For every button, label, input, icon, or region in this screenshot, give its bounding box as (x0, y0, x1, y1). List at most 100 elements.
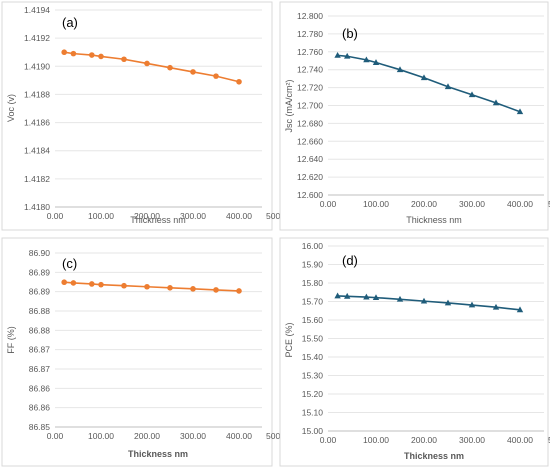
panel-a-x-tick-label: 400.00 (226, 211, 252, 221)
panel-b-x-axis-title: Thickness nm (406, 215, 462, 225)
panel-c-y-tick-label: 86.86 (29, 403, 51, 413)
panel-b-data-point (344, 52, 351, 59)
panel-a-tag: (a) (62, 15, 78, 30)
panel-c-data-point (236, 288, 242, 294)
panel-a-data-point (89, 52, 95, 58)
panel-a-y-axis-title: Voc (v) (6, 94, 16, 122)
panel-a-data-point (121, 56, 127, 63)
panel-d-y-gridlines (328, 245, 544, 413)
panel-c-y-tick-label: 86.88 (29, 325, 51, 335)
panel-d-data-point (516, 306, 524, 313)
panel-d-y-axis-title: PCE (%) (284, 322, 294, 357)
panel-d-data-point (372, 294, 380, 301)
panel-a-x-tick-label: 500.00 (266, 211, 292, 221)
panel-d-data-point (396, 295, 404, 302)
panel-c-x-axis-title: Thickness nm (128, 449, 188, 459)
panel-d-x-tick-label: 100.00 (363, 435, 389, 445)
panel-c-x-tick-label: 200.00 (134, 431, 160, 441)
panel-c-data-point (213, 287, 219, 293)
panel-b-x-tick-label: 0.00 (320, 199, 337, 209)
panel-a-data-point (213, 73, 219, 79)
panel-b-data-point (334, 51, 341, 58)
panel-b-y-axis-title: Jsc (mA/cm²) (284, 80, 294, 133)
panel-b-series (334, 51, 524, 115)
panel-a-y-tick-label: 1.4194 (24, 5, 50, 15)
panel-c-data-point (121, 282, 127, 289)
panel-d-x-tick-label: 500.00 (548, 435, 550, 445)
panel-c-y-tick-label: 86.90 (29, 248, 51, 258)
panel-b-tag: (b) (342, 26, 358, 41)
panel-d-data-point (344, 292, 351, 299)
panel-d-y-tick-label: 15.50 (302, 334, 324, 344)
panel-c-data-point (98, 281, 104, 288)
panel-d-data-point (420, 297, 428, 304)
panel-d-y-tick-label: 15.60 (302, 315, 324, 325)
panel-d-x-tick-labels: 0.00 100.00 200.00 300.00 400.00 500.00 (320, 435, 550, 445)
panel-d-tag: (d) (342, 253, 358, 268)
panel-d-y-tick-label: 15.40 (302, 352, 324, 362)
panel-d-x-tick-label: 400.00 (507, 435, 533, 445)
panel-a-data-point (190, 69, 196, 75)
panel-b-y-tick-label: 12.680 (297, 118, 323, 128)
panel-a-data-point (61, 49, 67, 56)
panel-a-x-axis-title: Thickness nm (130, 215, 186, 225)
panel-c-data-point (61, 279, 67, 286)
panel-b-x-tick-label: 400.00 (507, 199, 533, 209)
panel-d-y-tick-labels: 15.00 15.10 15.20 15.30 15.40 15.50 15.60 15.70… (302, 241, 324, 436)
panel-b-y-tick-label: 12.600 (297, 190, 323, 200)
panel-b-y-tick-label: 12.740 (297, 65, 323, 75)
panel-b: 12.600 12.620 12.640 12.660 12.680 12.700 12.7… (279, 1, 550, 231)
panel-a-x-tick-label: 100.00 (88, 211, 114, 221)
panel-b-data-point (516, 108, 524, 115)
panel-b-data-point (372, 59, 380, 65)
panel-d-y-tick-label: 15.20 (302, 389, 324, 399)
panel-a-y-tick-label: 1.4180 (24, 202, 50, 212)
panel-c-series-line (64, 281, 240, 292)
panel-d-data-point (444, 299, 452, 306)
panel-b-y-tick-label: 12.800 (297, 11, 323, 21)
panel-d-y-tick-label: 15.30 (302, 371, 324, 381)
panel-a-series-line (64, 51, 240, 83)
panel-b-data-point (444, 83, 452, 90)
panel-b-x-tick-label: 300.00 (459, 199, 485, 209)
panel-c-tag: (c) (62, 256, 77, 271)
panel-c-x-tick-label: 0.00 (47, 431, 64, 441)
panel-b-data-point (468, 91, 476, 98)
panel-a-x-tick-label: 0.00 (47, 211, 64, 221)
panel-d-y-tick-label: 15.70 (302, 297, 324, 307)
panel-d-data-point (468, 301, 476, 308)
panel-a-data-point (70, 50, 77, 57)
panel-b-y-tick-label: 12.780 (297, 29, 323, 39)
panel-b-x-tick-label: 100.00 (363, 199, 389, 209)
panel-a-y-tick-label: 1.4188 (24, 89, 50, 99)
panel-b-frame (279, 1, 549, 231)
panel-a-x-tick-labels: 0.00 100.00 200.00 300.00 400.00 500.00 (47, 211, 293, 221)
panel-a-data-point (236, 78, 242, 85)
panel-d-data-point (334, 292, 341, 299)
panel-d-x-tick-label: 200.00 (411, 435, 437, 445)
panel-c-y-tick-label: 86.86 (29, 383, 51, 393)
panel-b-y-gridlines (328, 15, 544, 178)
panel-d-x-axis-title: Thickness nm (404, 451, 464, 461)
panel-a-y-tick-label: 1.4184 (24, 146, 50, 156)
panel-b-y-tick-label: 12.660 (297, 136, 323, 146)
panel-b-data-point (420, 74, 428, 81)
panel-d-y-tick-label: 15.90 (302, 260, 324, 270)
panel-d-data-point (492, 303, 500, 310)
panel-d-y-tick-label: 16.00 (302, 241, 324, 251)
panel-a-data-point (144, 60, 150, 67)
panel-c-data-point (70, 280, 77, 286)
panel-b-x-tick-label: 200.00 (411, 199, 437, 209)
panel-c-y-tick-label: 86.89 (29, 287, 51, 297)
panel-b-y-tick-labels: 12.600 12.620 12.640 12.660 12.680 12.700 12.7… (297, 11, 323, 200)
panel-d-y-tick-label: 15.80 (302, 278, 324, 288)
panel-a-x-tick-label: 300.00 (180, 211, 206, 221)
panel-b-series-line (337, 54, 521, 113)
panel-a-data-point (98, 53, 104, 60)
panel-c: 86.85 86.86 86.86 86.87 86.87 86.88 86.88 86.89… (1, 237, 292, 467)
panel-c-x-tick-label: 300.00 (180, 431, 206, 441)
panel-c-data-point (144, 283, 150, 290)
panel-c-y-tick-label: 86.89 (29, 267, 51, 277)
panel-c-y-tick-label: 86.88 (29, 306, 51, 316)
